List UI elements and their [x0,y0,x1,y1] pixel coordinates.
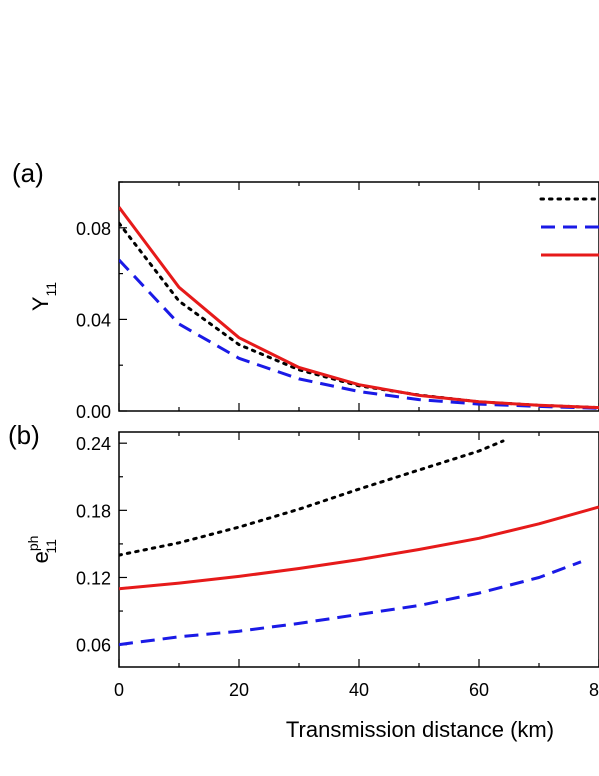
y-axis-title: eph 11 [25,536,59,564]
y-tick-label: 0.12 [76,568,111,588]
plot-frame [118,431,599,668]
y-axis-title-sup: ph [25,536,41,552]
y-axis-title: Y11 [28,282,59,311]
y-tick-label: 0.24 [76,434,111,454]
y-tick-label: 0.18 [76,501,111,521]
series-line-dashed [119,560,582,647]
y-axis-title-sub: 11 [43,539,59,554]
x-tick-label: 40 [349,680,369,700]
y-tick-label: 0.08 [76,219,111,239]
panel-label: (b) [8,420,40,450]
series-line-solid [119,206,599,410]
y-axis-title-sub: 11 [43,282,59,297]
series-line-dotted [119,439,505,557]
x-tick-label: 80 [589,680,599,700]
y-axis-title-main: Y [28,296,53,311]
panel-a: (a) 0.00 0.04 0.08 Y11 [12,158,599,422]
panel-label: (a) [12,158,44,188]
y-axis-title-main: e [28,551,53,563]
x-tick-label: 60 [469,680,489,700]
y-tick-label: 0.00 [76,402,111,422]
y-tick-label: 0.04 [76,310,111,330]
x-axis-title: Transmission distance (km) [286,717,554,742]
y-tick-label: 0.06 [76,636,111,656]
x-tick-label: 20 [229,680,249,700]
x-tick-label: 0 [114,680,124,700]
series-line-solid [119,505,599,591]
series-line-dotted [119,221,599,410]
